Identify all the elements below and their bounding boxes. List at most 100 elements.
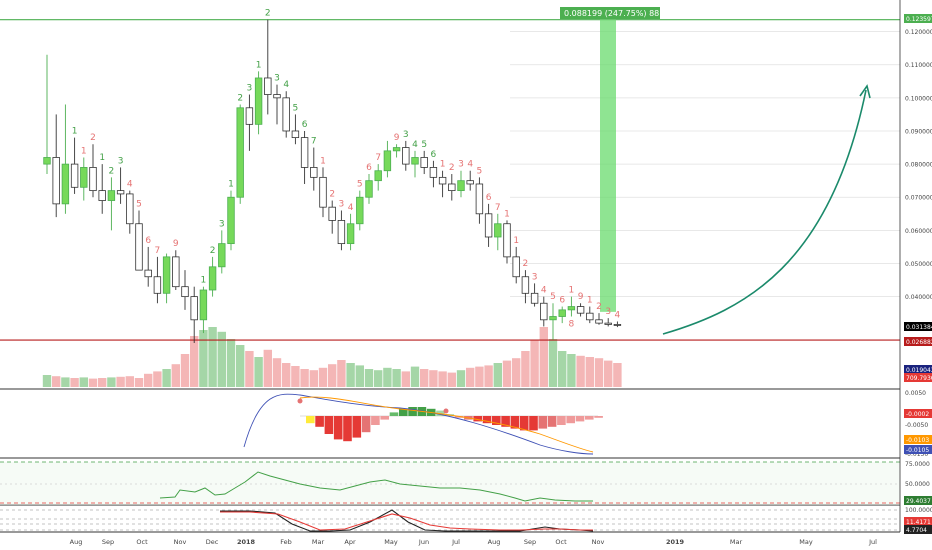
td-count-label: 5 [477, 166, 483, 176]
candle-body[interactable] [475, 183, 484, 215]
time-tick-label: Apr [344, 538, 356, 546]
candle-body[interactable] [392, 147, 401, 152]
candle-body[interactable] [236, 107, 244, 198]
rsi-pane[interactable] [0, 461, 900, 505]
macd-histogram-bar [538, 416, 548, 429]
candle-body[interactable] [153, 276, 162, 294]
td-count-label: 4 [127, 180, 133, 190]
candle-body[interactable] [374, 170, 382, 182]
candle-body[interactable] [604, 322, 612, 325]
candle-body[interactable] [162, 256, 171, 294]
candle-body[interactable] [282, 97, 290, 132]
stoch-pane[interactable] [0, 509, 900, 531]
projection-arrow[interactable] [662, 89, 867, 335]
td-count-label: 9 [394, 133, 400, 143]
td-count-label: 3 [274, 74, 280, 84]
candle-body[interactable] [576, 306, 585, 314]
candle-body[interactable] [144, 269, 152, 278]
candle-body[interactable] [181, 286, 189, 298]
time-tick-label: 2019 [666, 538, 685, 546]
candle-body[interactable] [61, 163, 70, 205]
candle-body[interactable] [586, 312, 594, 321]
volume-bar [502, 360, 512, 387]
macd-pane[interactable] [297, 398, 603, 442]
candle-body[interactable] [558, 309, 566, 317]
volume-bar [410, 366, 420, 387]
macd-histogram-bar [473, 416, 482, 422]
candle-body[interactable] [135, 223, 143, 271]
candle-body[interactable] [567, 306, 576, 311]
candle-body[interactable] [457, 180, 465, 192]
candle-body[interactable] [199, 289, 208, 321]
candle-body[interactable] [595, 319, 603, 324]
candle-body[interactable] [43, 157, 51, 165]
candle-body[interactable] [245, 107, 254, 125]
candle-body[interactable] [540, 302, 548, 321]
td-count-label: 3 [458, 160, 464, 170]
candle-body[interactable] [494, 223, 502, 238]
candle-body[interactable] [89, 167, 97, 192]
macd-histogram-bar [529, 416, 538, 431]
candle-body[interactable] [420, 157, 428, 168]
volume-bar [162, 369, 171, 387]
td-count-label: 6 [302, 120, 308, 130]
volume-bar [567, 354, 576, 387]
candle-body[interactable] [356, 196, 364, 225]
time-tick-label: Dec [206, 538, 219, 546]
candle-body[interactable] [190, 296, 198, 321]
candle-body[interactable] [70, 163, 79, 188]
candle-body[interactable] [319, 176, 327, 208]
candle-body[interactable] [438, 176, 447, 185]
volume-bar [171, 364, 180, 387]
candle-body[interactable] [549, 316, 557, 321]
candle-body[interactable] [172, 256, 180, 288]
candle-body[interactable] [126, 193, 134, 225]
volume-bar [447, 372, 456, 387]
measure-range[interactable] [600, 19, 616, 312]
candle-body[interactable] [273, 94, 281, 99]
stoch-badge [904, 525, 932, 534]
td-count-label: 3 [247, 84, 253, 94]
volume-bar [438, 371, 447, 387]
td-count-label: 7 [311, 137, 317, 147]
candle-body[interactable] [337, 220, 346, 245]
candle-body[interactable] [116, 190, 125, 195]
candle-body[interactable] [218, 243, 226, 268]
candle-body[interactable] [107, 190, 116, 201]
candle-body[interactable] [411, 157, 419, 165]
candle-body[interactable] [484, 213, 493, 238]
candle-body[interactable] [328, 206, 336, 221]
price-axis[interactable]: 0.120000 0.110000 0.100000 0.090000 0.080000… [899, 0, 932, 550]
rsi-badge [904, 496, 932, 505]
candlesticks[interactable] [43, 19, 622, 343]
td-count-label: 6 [431, 150, 437, 160]
td-count-label: 6 [366, 163, 372, 173]
candle-body[interactable] [402, 147, 410, 165]
candle-body[interactable] [98, 190, 106, 201]
candle-body[interactable] [80, 167, 88, 188]
candle-body[interactable] [346, 223, 355, 245]
candle-body[interactable] [383, 150, 392, 172]
candle-body[interactable] [291, 130, 300, 139]
td-count-label: 3 [339, 199, 345, 209]
candle-body[interactable] [613, 324, 622, 326]
candle-body[interactable] [310, 167, 318, 178]
candle-body[interactable] [429, 167, 438, 178]
time-axis[interactable]: Aug Sep Oct Nov Dec 2018 Feb Mar Apr May Jun Jul Aug… [70, 538, 877, 546]
candle-body[interactable] [254, 77, 263, 125]
candle-body[interactable] [530, 292, 539, 304]
candle-body[interactable] [227, 196, 235, 245]
candle-body[interactable] [300, 137, 309, 168]
candle-body[interactable] [512, 256, 520, 278]
candle-body[interactable] [521, 276, 530, 294]
horizontal-lines[interactable] [0, 19, 900, 341]
candle-body[interactable] [208, 266, 217, 291]
candle-body[interactable] [448, 183, 456, 192]
candle-body[interactable] [264, 77, 272, 95]
measure-tool[interactable]: 0.088199 (247.75%) 88199 [560, 7, 675, 312]
candle-body[interactable] [466, 180, 474, 185]
candle-body[interactable] [503, 223, 511, 258]
candle-body[interactable] [52, 157, 60, 205]
candle-body[interactable] [365, 180, 373, 198]
